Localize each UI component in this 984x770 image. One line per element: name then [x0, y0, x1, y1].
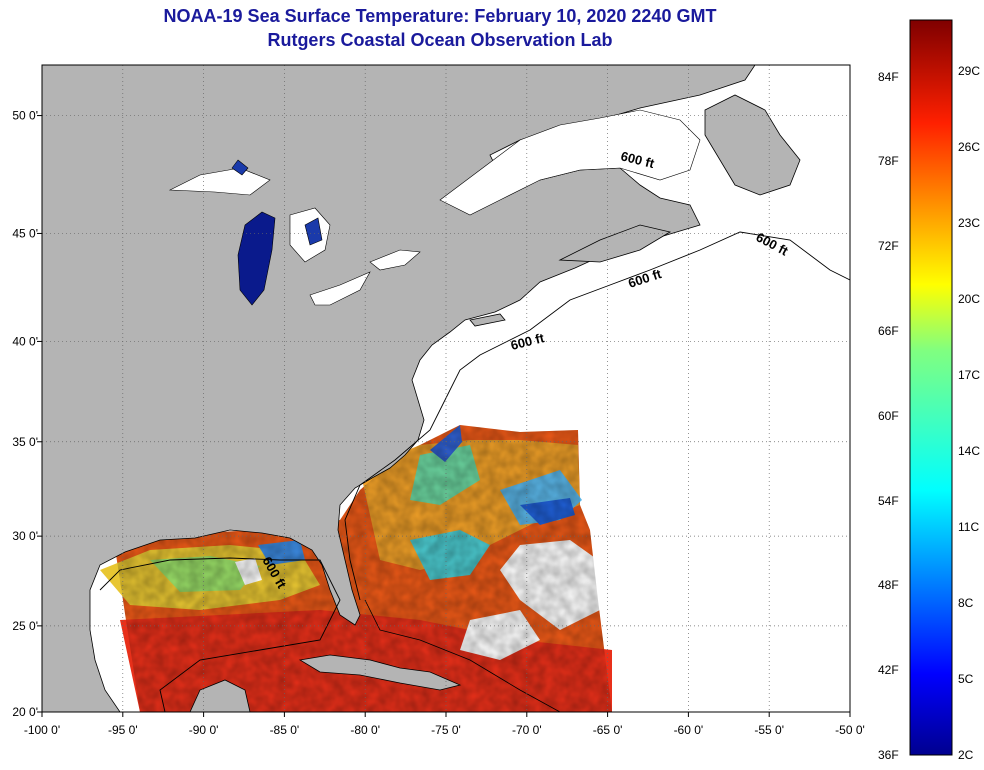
colorbar-c-label: 8C	[958, 595, 974, 610]
lon-tick-label: -50 0'	[835, 723, 865, 737]
lon-tick-label: -90 0'	[189, 723, 219, 737]
gulf-contour	[99, 557, 341, 712]
lat-tick-label: 45 0'	[12, 226, 38, 240]
lon-tick-label: -80 0'	[350, 723, 380, 737]
axis-ticks: -100 0' -95 0' -90 0' -85 0' -80 0' -75 0' -70…	[12, 109, 864, 737]
colorbar-c-label: 14C	[958, 443, 981, 458]
colorbar-c-label: 17C	[958, 367, 981, 382]
colorbar-c-label: 2C	[958, 748, 974, 762]
lat-tick-label: 20 0'	[12, 705, 38, 719]
lon-tick-label: -65 0'	[593, 723, 623, 737]
lon-tick-label: -85 0'	[270, 723, 300, 737]
lat-tick-label: 25 0'	[12, 619, 38, 633]
lat-tick-label: 30 0'	[12, 529, 38, 543]
colorbar-f-label: 42F	[878, 663, 899, 678]
colorbar-f-label: 36F	[878, 748, 899, 762]
lon-tick-label: -100 0'	[24, 723, 60, 737]
map-subtitle: Rutgers Coastal Ocean Observation Lab	[267, 30, 613, 50]
colorbar-c-label: 26C	[958, 139, 981, 154]
colorbar-f-label: 72F	[878, 239, 899, 254]
colorbar-c-label: 29C	[958, 63, 981, 78]
colorbar-f-label: 48F	[878, 578, 899, 593]
lon-tick-label: -55 0'	[754, 723, 784, 737]
colorbar-f-label: 84F	[878, 69, 899, 84]
colorbar-c-label: 11C	[958, 519, 980, 534]
great-lakes	[168, 109, 701, 306]
lat-tick-label: 40 0'	[12, 334, 38, 348]
colorbar-f-label: 60F	[878, 408, 899, 423]
colorbar-c-label: 5C	[958, 671, 974, 686]
lon-tick-label: -95 0'	[108, 723, 138, 737]
graticule	[42, 65, 850, 712]
colorbar-c-label: 20C	[958, 291, 981, 306]
colorbar-f-label: 66F	[878, 323, 899, 338]
lon-tick-label: -60 0'	[674, 723, 704, 737]
colorbar-f-label: 78F	[878, 154, 899, 169]
lon-tick-label: -70 0'	[512, 723, 542, 737]
lat-tick-label: 50 0'	[12, 109, 38, 123]
map-title: NOAA-19 Sea Surface Temperature: Februar…	[163, 6, 717, 26]
lat-tick-label: 35 0'	[12, 435, 38, 449]
colorbar-f-label: 54F	[878, 493, 899, 508]
lon-tick-label: -75 0'	[431, 723, 461, 737]
colorbar	[909, 19, 953, 756]
colorbar-c-label: 23C	[958, 215, 981, 230]
bathymetry-contour	[344, 231, 850, 601]
